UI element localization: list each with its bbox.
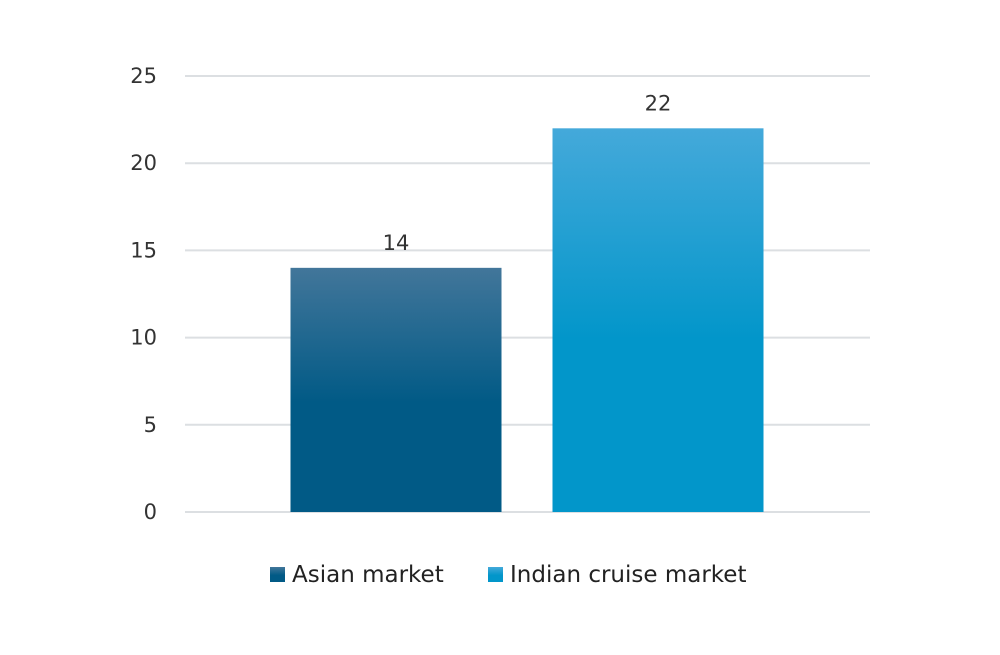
legend: Asian market Indian cruise market — [270, 562, 746, 588]
legend-label-asian-market: Asian market — [292, 562, 444, 588]
data-label-indian-cruise-market: 22 — [645, 91, 672, 115]
bar-asian-market — [290, 267, 502, 512]
legend-item-indian-cruise-market: Indian cruise market — [488, 562, 746, 588]
y-tick-label-10: 10 — [130, 326, 157, 350]
legend-swatch-asian-market — [270, 567, 285, 582]
legend-label-indian-cruise-market: Indian cruise market — [510, 562, 746, 588]
gridlines — [185, 75, 870, 513]
legend-swatch-indian-cruise-market — [488, 567, 503, 582]
y-axis-tick-labels: 0 5 10 15 20 25 — [130, 64, 157, 524]
y-tick-label-20: 20 — [130, 151, 157, 175]
legend-item-asian-market: Asian market — [270, 562, 444, 588]
y-tick-label-5: 5 — [144, 413, 157, 437]
data-labels: 14 22 — [383, 91, 672, 255]
y-tick-label-25: 25 — [130, 64, 157, 88]
bar-indian-cruise-market — [552, 128, 764, 512]
y-tick-label-0: 0 — [144, 500, 157, 524]
y-tick-label-15: 15 — [130, 238, 157, 262]
data-label-asian-market: 14 — [383, 231, 410, 255]
bars — [290, 128, 764, 512]
